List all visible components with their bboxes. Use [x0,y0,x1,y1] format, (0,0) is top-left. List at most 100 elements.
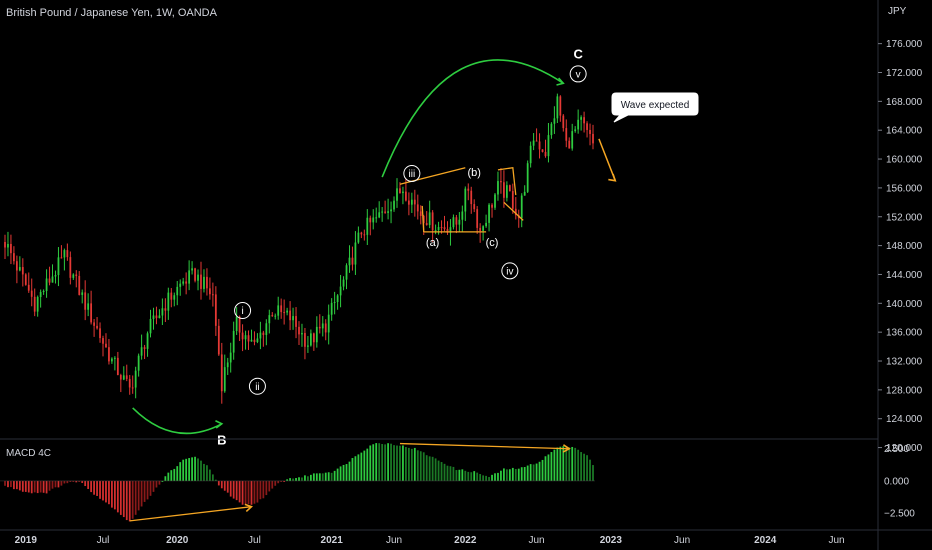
macd-bar [381,444,384,481]
candle-body [321,323,324,329]
price-tick-label: 124.000 [886,414,923,425]
macd-bar [351,458,354,481]
candle-body [42,290,45,293]
candle-body [351,257,354,265]
macd-bar [295,478,297,481]
candle-body [526,163,529,192]
macd-bar [526,465,529,481]
macd-bar [191,457,193,481]
time-tick-label: 2019 [15,535,38,546]
candle-body [449,227,452,233]
candle-body [431,212,434,231]
candle-body [473,204,476,210]
candle-body [206,276,208,289]
macd-bar [470,472,473,481]
candle-body [497,181,499,195]
candle-body [24,274,27,285]
macd-bar [342,464,345,481]
candle-body [262,332,265,335]
candle-body [268,315,271,324]
macd-bar [491,474,493,481]
macd-bar [393,445,395,481]
macd-bar [259,480,262,500]
candle-body [220,354,223,392]
macd-bar [90,480,93,493]
price-tick-label: 176.000 [886,39,923,50]
candle-body [84,292,87,310]
macd-bar [321,473,324,481]
macd-bar [253,480,256,504]
macd-bar [268,480,271,492]
candle-body [366,217,369,235]
candle-body [589,129,591,134]
macd-bar [244,480,247,505]
candle-body [214,294,217,326]
candle-body [304,333,306,347]
candle-body [514,208,517,216]
macd-bar [277,480,280,484]
macd-bar [550,452,553,481]
candle-body [51,276,54,283]
time-tick-label: 2021 [321,535,344,546]
macd-bar [60,480,63,486]
time-tick-label: Jul [248,535,261,546]
candle-body [592,133,594,144]
candle-body [505,185,508,198]
macd-bar [446,465,449,481]
macd-bar [13,480,15,490]
candle-body [244,335,247,340]
candle-body [556,96,559,119]
macd-bar [75,480,78,483]
macd-bar [292,478,294,481]
macd-bar [265,480,268,496]
macd-bar [458,469,461,481]
wave-label: (a) [426,237,439,249]
candle-body [333,301,336,303]
time-tick-label: 2024 [754,535,777,546]
candle-body [280,305,283,313]
candle-body [467,188,470,191]
macd-bar [419,451,422,481]
candle-body [226,362,229,368]
macd-bar [339,466,342,481]
candle-body [78,275,81,295]
candle-body [131,387,134,389]
macd-bar [307,476,309,481]
macd-bar [464,470,467,481]
candle-body [188,270,191,284]
macd-bar [298,477,300,481]
candle-body [413,199,416,205]
orange-arrow-head [244,503,254,512]
macd-bar [592,465,594,481]
macd-bar [111,480,113,508]
candle-body [30,290,33,297]
candle-body [185,281,188,284]
orange-projection [598,138,616,181]
wave-label: ii [255,382,259,393]
candle-body [93,322,95,326]
macd-bar [416,450,419,481]
candle-body [500,181,502,183]
candle-body [48,278,51,283]
candle-body [182,281,185,284]
candle-body [108,347,110,362]
time-axis[interactable]: 2019 Jul 2020 Jul 2021 Jun 2022 Jun 2023 Jun 2024 J… [15,535,845,546]
candle-body [232,330,235,353]
candle-body [33,296,36,312]
macd-bar [348,461,351,481]
candle-body [402,191,404,194]
macd-bar [42,480,45,493]
candle-body [75,274,78,276]
macd-bar [116,480,119,513]
macd-bar [45,480,48,494]
time-tick-label: Jun [386,535,402,546]
price-tick-label: 128.000 [886,385,923,396]
macd-bar [280,480,283,482]
candle-body [491,204,493,208]
price-tick-label: 156.000 [886,183,923,194]
macd-bar [78,480,81,482]
macd-bar [72,480,75,482]
